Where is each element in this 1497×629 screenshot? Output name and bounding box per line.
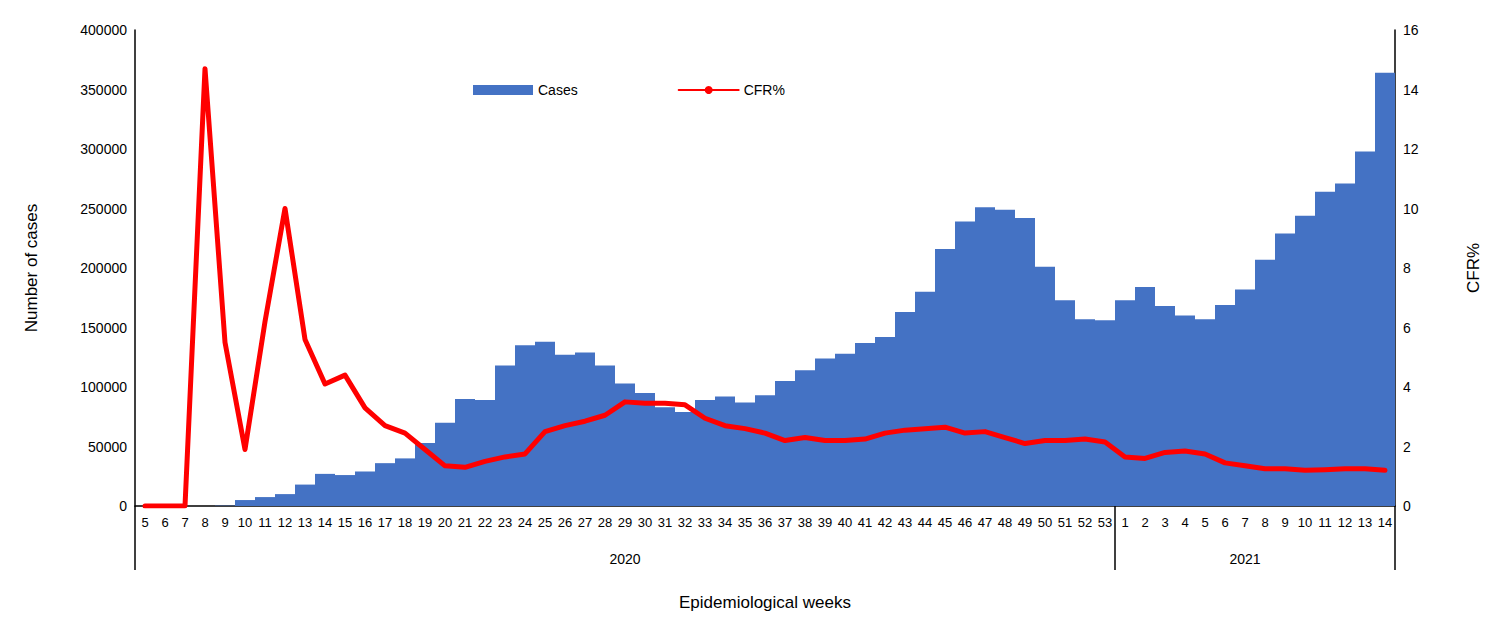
svg-text:28: 28 xyxy=(598,515,612,530)
svg-text:32: 32 xyxy=(678,515,692,530)
svg-text:2020: 2020 xyxy=(609,551,640,567)
svg-text:10: 10 xyxy=(1403,201,1419,217)
svg-text:16: 16 xyxy=(1403,22,1419,38)
svg-text:150000: 150000 xyxy=(80,320,127,336)
svg-text:300000: 300000 xyxy=(80,141,127,157)
svg-text:39: 39 xyxy=(818,515,832,530)
svg-text:13: 13 xyxy=(298,515,312,530)
svg-text:2: 2 xyxy=(1403,439,1411,455)
svg-text:31: 31 xyxy=(658,515,672,530)
svg-text:24: 24 xyxy=(518,515,532,530)
svg-text:18: 18 xyxy=(398,515,412,530)
svg-text:10: 10 xyxy=(1298,515,1312,530)
svg-text:35: 35 xyxy=(738,515,752,530)
svg-text:23: 23 xyxy=(498,515,512,530)
svg-text:14: 14 xyxy=(318,515,332,530)
svg-text:0: 0 xyxy=(1403,498,1411,514)
svg-text:52: 52 xyxy=(1078,515,1092,530)
svg-text:14: 14 xyxy=(1403,82,1419,98)
svg-text:25: 25 xyxy=(538,515,552,530)
svg-text:15: 15 xyxy=(338,515,352,530)
svg-text:0: 0 xyxy=(119,498,127,514)
svg-text:22: 22 xyxy=(478,515,492,530)
svg-text:44: 44 xyxy=(918,515,932,530)
svg-text:26: 26 xyxy=(558,515,572,530)
svg-text:53: 53 xyxy=(1098,515,1112,530)
svg-text:8: 8 xyxy=(1403,260,1411,276)
svg-text:33: 33 xyxy=(698,515,712,530)
svg-text:200000: 200000 xyxy=(80,260,127,276)
svg-text:250000: 250000 xyxy=(80,201,127,217)
svg-text:8: 8 xyxy=(201,515,208,530)
svg-text:1: 1 xyxy=(1121,515,1128,530)
svg-text:49: 49 xyxy=(1018,515,1032,530)
svg-text:Epidemiological weeks: Epidemiological weeks xyxy=(679,593,851,612)
svg-text:16: 16 xyxy=(358,515,372,530)
svg-text:6: 6 xyxy=(1221,515,1228,530)
svg-text:100000: 100000 xyxy=(80,379,127,395)
svg-text:41: 41 xyxy=(858,515,872,530)
svg-text:CFR%: CFR% xyxy=(1464,243,1483,293)
svg-text:30: 30 xyxy=(638,515,652,530)
svg-text:Number of cases: Number of cases xyxy=(22,204,41,333)
svg-text:7: 7 xyxy=(181,515,188,530)
svg-text:8: 8 xyxy=(1261,515,1268,530)
svg-text:38: 38 xyxy=(798,515,812,530)
svg-text:6: 6 xyxy=(161,515,168,530)
svg-text:5: 5 xyxy=(1201,515,1208,530)
svg-text:12: 12 xyxy=(1338,515,1352,530)
svg-text:3: 3 xyxy=(1161,515,1168,530)
svg-text:51: 51 xyxy=(1058,515,1072,530)
svg-text:19: 19 xyxy=(418,515,432,530)
svg-text:29: 29 xyxy=(618,515,632,530)
svg-text:43: 43 xyxy=(898,515,912,530)
svg-text:50000: 50000 xyxy=(88,439,127,455)
svg-text:47: 47 xyxy=(978,515,992,530)
svg-text:12: 12 xyxy=(278,515,292,530)
svg-text:21: 21 xyxy=(458,515,472,530)
svg-text:17: 17 xyxy=(378,515,392,530)
svg-text:10: 10 xyxy=(238,515,252,530)
svg-text:46: 46 xyxy=(958,515,972,530)
svg-text:45: 45 xyxy=(938,515,952,530)
svg-text:7: 7 xyxy=(1241,515,1248,530)
svg-text:4: 4 xyxy=(1403,379,1411,395)
svg-text:2021: 2021 xyxy=(1229,551,1260,567)
svg-text:Cases: Cases xyxy=(538,82,578,98)
svg-text:27: 27 xyxy=(578,515,592,530)
svg-text:12: 12 xyxy=(1403,141,1419,157)
svg-text:11: 11 xyxy=(1318,515,1332,530)
svg-text:20: 20 xyxy=(438,515,452,530)
svg-text:6: 6 xyxy=(1403,320,1411,336)
svg-text:11: 11 xyxy=(258,515,272,530)
svg-text:400000: 400000 xyxy=(80,22,127,38)
svg-text:40: 40 xyxy=(838,515,852,530)
svg-text:14: 14 xyxy=(1378,515,1392,530)
svg-text:34: 34 xyxy=(718,515,732,530)
svg-text:13: 13 xyxy=(1358,515,1372,530)
svg-text:4: 4 xyxy=(1181,515,1188,530)
svg-text:36: 36 xyxy=(758,515,772,530)
svg-text:50: 50 xyxy=(1038,515,1052,530)
svg-text:350000: 350000 xyxy=(80,82,127,98)
svg-text:42: 42 xyxy=(878,515,892,530)
svg-text:9: 9 xyxy=(221,515,228,530)
svg-text:9: 9 xyxy=(1281,515,1288,530)
svg-text:48: 48 xyxy=(998,515,1012,530)
svg-text:5: 5 xyxy=(141,515,148,530)
svg-text:2: 2 xyxy=(1141,515,1148,530)
svg-text:CFR%: CFR% xyxy=(744,82,785,98)
svg-text:37: 37 xyxy=(778,515,792,530)
